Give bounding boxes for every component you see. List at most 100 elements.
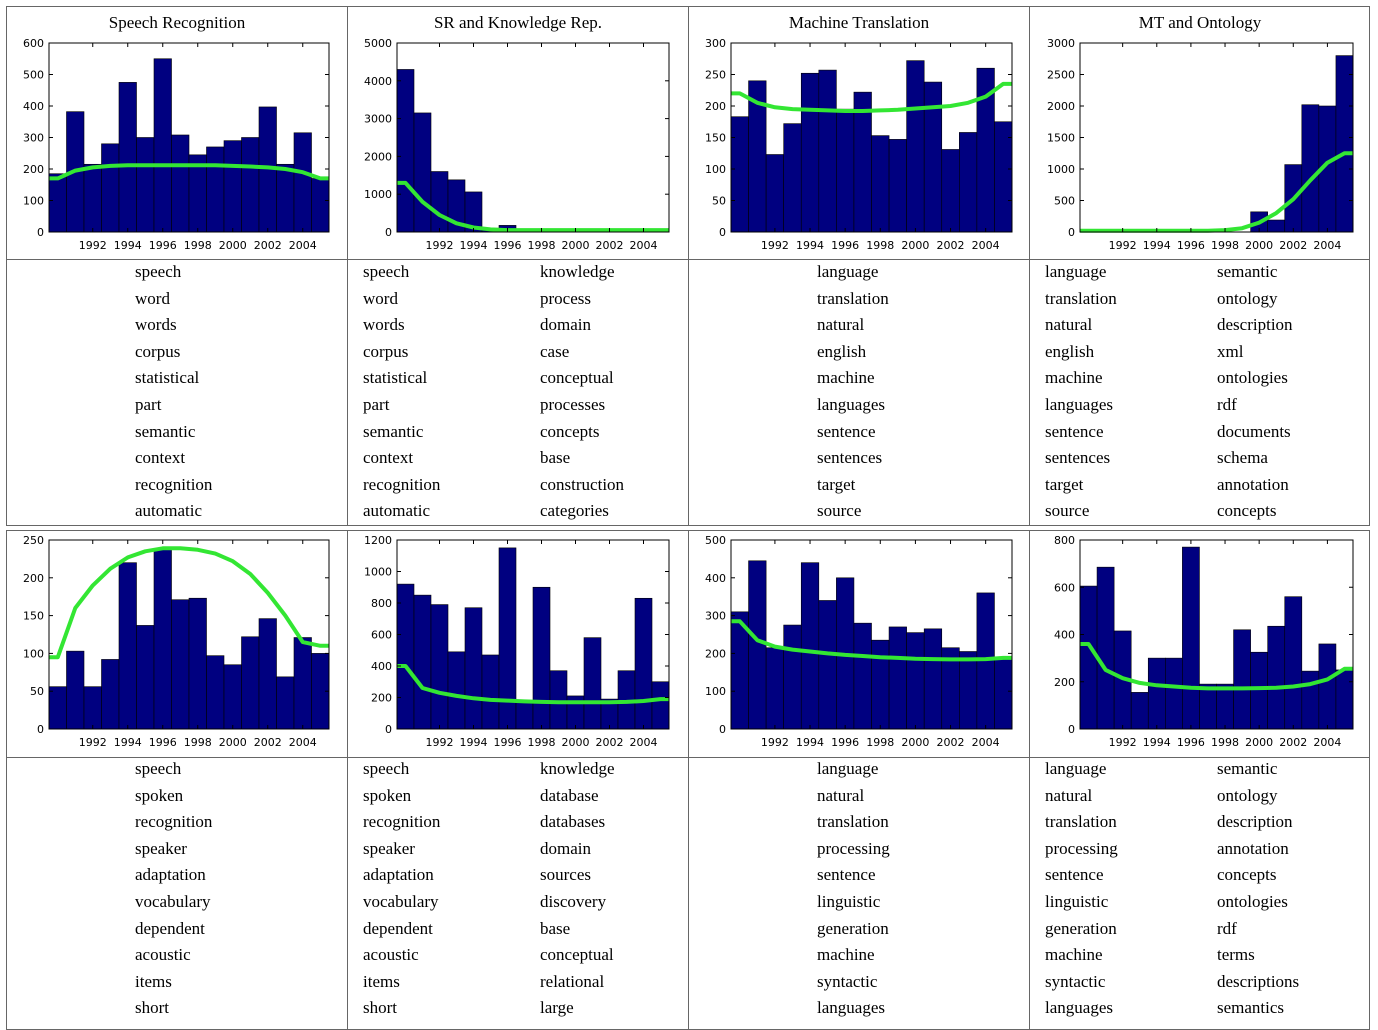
bar-7-1999 [1233,629,1251,730]
bar-6-1997 [853,622,872,730]
bar-2-1990 [730,116,749,233]
term-top-5-0: semantic [1217,262,1278,281]
x-tick-label-6-1996: 1996 [831,736,859,749]
y-tick-label-0-100: 100 [23,195,44,208]
x-tick-label-5-1994: 1994 [460,736,488,749]
x-tick-label-1-1992: 1992 [426,239,454,252]
bar-2-1999 [888,139,907,233]
term-top-0-7: context [135,448,186,468]
term-bottom-2-0: knowledge [540,759,615,778]
bar-5-1995 [481,654,500,730]
term-top-3-8: target [817,474,856,494]
term-bottom-5-3: annotation [1217,838,1289,858]
y-tick-label-5-0: 0 [385,723,392,736]
bar-1-1990 [396,69,415,233]
top-block: Speech Recognition SR and Knowledge Rep.… [6,6,1370,526]
term-top-0-8: recognition [135,474,213,494]
x-tick-label-5-2000: 2000 [562,736,590,749]
term-bottom-1-5: vocabulary [363,892,439,911]
row-divider [7,757,1369,758]
bar-1-1992 [430,171,449,233]
column-divider [1029,7,1030,525]
x-tick-label-3-1994: 1994 [1143,239,1171,252]
bar-5-1993 [447,651,466,730]
term-bottom-3-7: machine [817,945,875,965]
bar-5-2001 [583,637,602,730]
term-bottom-4-6: generation [1045,918,1117,938]
y-tick-label-0-500: 500 [23,69,44,82]
x-tick-label-3-1996: 1996 [1177,239,1205,252]
term-top-3-3: english [817,341,867,361]
term-bottom-4-0: language [1045,759,1107,778]
x-tick-label-5-1998: 1998 [528,736,556,749]
column-divider [1029,531,1030,1029]
bar-5-1991 [413,594,432,730]
plot-frame-6 [730,539,1013,730]
y-tick-label-4-200: 200 [23,572,44,585]
y-tick-label-3-1000: 1000 [1047,163,1075,176]
bar-4-2004 [293,637,312,730]
y-tick-label-4-100: 100 [23,647,44,660]
term-top-2-6: concepts [540,421,600,441]
bar-4-1994 [118,562,137,730]
x-tick-label-0-1992: 1992 [79,239,107,252]
term-bottom-3-8: syntactic [817,971,878,991]
term-top-5-9: concepts [1217,501,1277,521]
bar-0-1993 [101,143,120,233]
x-tick-label-4-1992: 1992 [79,736,107,749]
x-tick-label-4-1996: 1996 [149,736,177,749]
x-tick-label-2-1992: 1992 [761,239,789,252]
bar-7-2005 [1335,669,1354,730]
plot-frame-4 [48,539,330,730]
bar-7-1994 [1147,657,1166,730]
bar-2-2002 [941,149,960,233]
x-tick-label-3-1998: 1998 [1211,239,1239,252]
x-tick-label-4-1994: 1994 [114,736,142,749]
term-bottom-1-0: speech [363,759,410,778]
y-tick-label-1-4000: 4000 [364,75,392,88]
bar-6-2000 [906,632,925,730]
x-tick-label-7-1996: 1996 [1177,736,1205,749]
bar-0-2004 [293,132,312,233]
x-tick-label-4-2004: 2004 [289,736,317,749]
y-tick-label-6-300: 300 [705,610,726,623]
bar-4-1997 [171,599,190,730]
x-tick-label-2-1996: 1996 [831,239,859,252]
term-top-4-1: translation [1045,288,1117,308]
bar-6-2001 [923,628,943,730]
term-bottom-5-5: ontologies [1217,892,1288,911]
y-tick-label-5-400: 400 [371,660,392,673]
bar-4-2003 [276,676,295,730]
trend-line-7 [1080,642,1353,691]
term-bottom-2-1: database [540,785,599,805]
bar-4-2002 [258,618,277,730]
term-top-0-6: semantic [135,421,196,441]
term-bottom-1-2: recognition [363,812,441,832]
panel-title-mt-ontology: MT and Ontology [1138,13,1262,32]
bar-0-1992 [83,163,102,233]
x-tick-label-7-2000: 2000 [1245,736,1273,749]
term-top-1-9: automatic [363,501,431,521]
term-top-2-0: knowledge [540,262,615,281]
term-bottom-3-0: language [817,759,879,778]
term-bottom-2-8: relational [540,971,605,991]
term-bottom-4-5: linguistic [1045,892,1109,911]
term-top-1-8: recognition [363,474,441,494]
bar-4-2001 [241,636,260,730]
x-tick-label-1-2004: 2004 [630,239,658,252]
x-tick-label-7-2004: 2004 [1313,736,1341,749]
bar-2-1996 [836,108,855,233]
bar-3-2005 [1335,55,1354,233]
term-top-0-2: words [135,315,177,335]
term-bottom-4-4: sentence [1045,865,1104,885]
y-tick-label-7-400: 400 [1054,629,1075,642]
term-top-4-8: target [1045,474,1084,494]
x-tick-label-0-1996: 1996 [149,239,177,252]
term-top-1-4: statistical [363,368,428,388]
y-tick-label-2-50: 50 [712,195,726,208]
y-tick-label-6-400: 400 [705,572,726,585]
y-tick-label-6-200: 200 [705,647,726,660]
term-bottom-2-6: base [540,918,571,938]
term-top-2-5: processes [540,395,606,414]
x-tick-label-1-1994: 1994 [460,239,488,252]
